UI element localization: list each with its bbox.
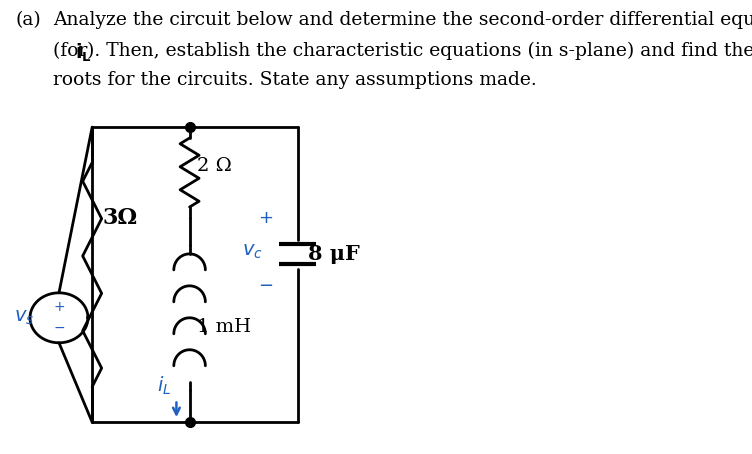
Text: ). Then, establish the characteristic equations (in s-plane) and find the: ). Then, establish the characteristic eq… xyxy=(87,42,752,60)
Text: +: + xyxy=(53,300,65,314)
Text: $i_L$: $i_L$ xyxy=(157,375,171,397)
Text: 2 Ω: 2 Ω xyxy=(198,157,232,175)
Text: (for: (for xyxy=(53,42,93,60)
Text: +: + xyxy=(259,209,274,227)
Text: 8 μF: 8 μF xyxy=(308,244,360,264)
Text: (a): (a) xyxy=(16,11,41,30)
Text: $v_c$: $v_c$ xyxy=(242,242,263,262)
Text: 3Ω: 3Ω xyxy=(103,207,138,229)
Text: 1 mH: 1 mH xyxy=(198,318,252,336)
Text: −: − xyxy=(259,277,274,295)
Text: $v_s$: $v_s$ xyxy=(14,308,35,327)
Text: Analyze the circuit below and determine the second-order differential equation: Analyze the circuit below and determine … xyxy=(53,11,752,30)
Text: −: − xyxy=(53,321,65,336)
Text: roots for the circuits. State any assumptions made.: roots for the circuits. State any assump… xyxy=(53,71,536,89)
Text: $\mathbf{i_L}$: $\mathbf{i_L}$ xyxy=(74,42,92,64)
